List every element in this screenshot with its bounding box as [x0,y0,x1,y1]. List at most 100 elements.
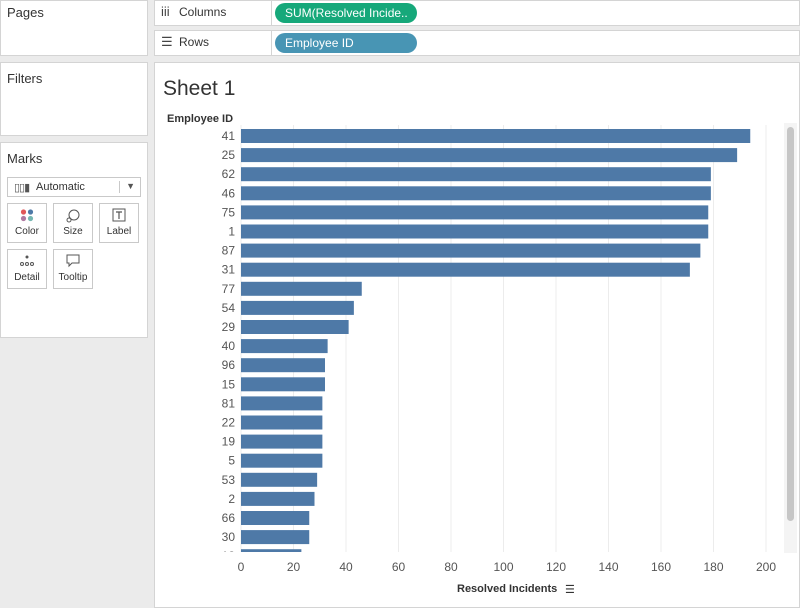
x-tick-label: 140 [598,560,618,574]
bar[interactable] [241,205,709,220]
label-button[interactable]: Label [99,203,139,243]
bar[interactable] [241,549,302,563]
x-axis-title: Resolved Incidents [457,583,558,595]
chevron-down-icon[interactable]: ▼ [126,181,135,191]
columns-shelf-label: Columns [179,5,227,19]
bar[interactable] [241,339,328,354]
category-label[interactable]: 25 [222,148,236,162]
marks-title: Marks [7,151,43,166]
columns-pill[interactable]: SUM(Resolved Incide.. [275,3,417,23]
pages-title: Pages [7,5,44,20]
bar[interactable] [241,129,751,143]
category-label[interactable]: 75 [222,205,236,219]
text-label-icon [100,204,138,224]
bar[interactable] [241,396,323,411]
speech-bubble-icon [54,250,92,270]
category-label[interactable]: 13 [222,549,236,563]
bar[interactable] [241,300,354,315]
category-label[interactable]: 15 [222,377,236,391]
bar[interactable] [241,262,690,277]
shelf-divider [271,31,272,55]
bar[interactable] [241,320,349,334]
bar[interactable] [241,530,310,545]
category-label[interactable]: 22 [222,416,236,430]
vertical-scrollbar[interactable] [787,127,794,521]
filters-panel[interactable]: Filters [0,62,148,136]
size-button[interactable]: Size [53,203,93,243]
category-label[interactable]: 81 [222,396,236,410]
x-tick-label: 0 [238,560,245,574]
bar[interactable] [241,511,310,525]
bar[interactable] [241,472,318,487]
x-tick-label: 100 [493,560,513,574]
bar[interactable] [241,377,325,392]
category-label[interactable]: 46 [222,186,236,200]
columns-icon: iii [161,4,170,19]
rows-shelf-label: Rows [179,35,210,49]
row-header-title: Employee ID [167,113,234,125]
dropdown-divider [119,181,120,193]
mark-type-dropdown[interactable]: ▯▯▮ Automatic ▼ [7,177,141,197]
x-tick-label: 60 [392,560,406,574]
x-tick-label: 80 [444,560,458,574]
category-label[interactable]: 62 [222,167,236,181]
category-label[interactable]: 31 [222,263,236,277]
bar[interactable] [241,434,323,449]
category-label[interactable]: 1 [228,225,235,239]
bar[interactable] [241,243,701,258]
category-label[interactable]: 66 [222,511,236,525]
size-button-label: Size [63,226,83,237]
color-button-label: Color [15,226,39,237]
bar[interactable] [241,224,709,239]
category-label[interactable]: 5 [228,454,235,468]
color-button[interactable]: Color [7,203,47,243]
category-label[interactable]: 41 [222,129,236,143]
tooltip-button[interactable]: Tooltip [53,249,93,289]
bar-chart: 41 25 62 46 75 1 87 31 77 54 29 40 96 15 81 22 19 5 53 2 66 3… [222,125,776,574]
detail-button[interactable]: Detail [7,249,47,289]
category-label[interactable]: 19 [222,435,236,449]
rows-icon: ☰ [161,34,173,49]
sheet-view: Sheet 1 Employee ID 41 25 62 46 75 1 87 31 77 54 2… [154,62,800,608]
filters-title: Filters [7,71,43,86]
bar[interactable] [241,415,323,430]
x-tick-label: 20 [287,560,301,574]
bar[interactable] [241,453,323,468]
label-button-label: Label [106,226,132,237]
category-label[interactable]: 2 [228,492,235,506]
x-tick-label: 200 [756,560,776,574]
category-label[interactable]: 30 [222,530,236,544]
columns-shelf[interactable]: iii Columns SUM(Resolved Incide.. [154,0,800,26]
x-tick-label: 180 [703,560,723,574]
category-label[interactable]: 87 [222,244,236,258]
marks-panel: Marks ▯▯▮ Automatic ▼ Color Size [0,142,148,338]
rows-pill[interactable]: Employee ID [275,33,417,53]
bar[interactable] [241,167,711,182]
tooltip-button-label: Tooltip [58,272,88,283]
detail-dots-icon [8,250,46,270]
bar[interactable] [241,148,738,163]
category-label[interactable]: 53 [222,473,236,487]
category-label[interactable]: 40 [222,339,236,353]
rows-shelf[interactable]: ☰ Rows Employee ID [154,30,800,56]
sheet-title: Sheet 1 [163,77,236,100]
size-icon [54,204,92,224]
bar-chart-icon: ▯▯▮ [14,182,30,194]
category-label[interactable]: 54 [222,301,236,315]
bar[interactable] [241,358,325,373]
x-tick-label: 120 [546,560,566,574]
shelf-divider [271,1,272,25]
category-label[interactable]: 96 [222,358,236,372]
bar[interactable] [241,281,362,296]
mark-type-value: Automatic [36,181,85,193]
category-label[interactable]: 29 [222,320,236,334]
category-label[interactable]: 77 [222,282,236,296]
x-tick-label: 40 [339,560,353,574]
bar[interactable] [241,491,315,506]
pages-panel: Pages [0,0,148,56]
detail-button-label: Detail [14,272,40,283]
bar[interactable] [241,186,711,201]
sort-icon[interactable]: ☰ [565,584,575,596]
color-palette-icon [8,204,46,224]
x-tick-label: 160 [651,560,671,574]
